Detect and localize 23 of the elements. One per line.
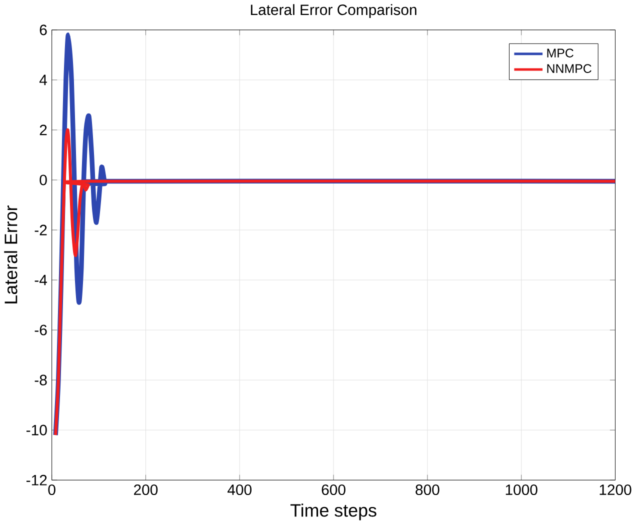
chart-title: Lateral Error Comparison <box>250 4 416 18</box>
x-tick-label: 0 <box>48 484 56 495</box>
x-tick-label: 600 <box>322 484 346 495</box>
line-series <box>54 128 616 436</box>
y-tick-label: 4 <box>39 74 47 85</box>
y-tick-label: -12 <box>26 474 47 486</box>
y-tick-label: 6 <box>40 24 47 35</box>
y-tick-label: 2 <box>40 124 47 135</box>
legend-label: NNMPC <box>547 64 592 73</box>
x-tick-label: 200 <box>134 484 158 495</box>
legend-label: MPC <box>547 48 574 58</box>
y-tick-label: 0 <box>40 174 47 186</box>
x-tick-label: 400 <box>228 484 252 495</box>
y-tick-label: -8 <box>34 374 47 386</box>
x-tick-label: 1200 <box>600 484 632 495</box>
y-axis-title: Lateral Error <box>4 205 18 304</box>
x-tick-label: 800 <box>416 484 440 495</box>
x-tick-label: 1000 <box>506 484 538 495</box>
y-tick-label: -2 <box>34 224 47 235</box>
y-tick-label: -4 <box>34 274 47 285</box>
y-tick-label: -6 <box>34 324 47 336</box>
x-axis-title: Time steps <box>290 503 376 520</box>
y-tick-label: -10 <box>26 424 47 436</box>
